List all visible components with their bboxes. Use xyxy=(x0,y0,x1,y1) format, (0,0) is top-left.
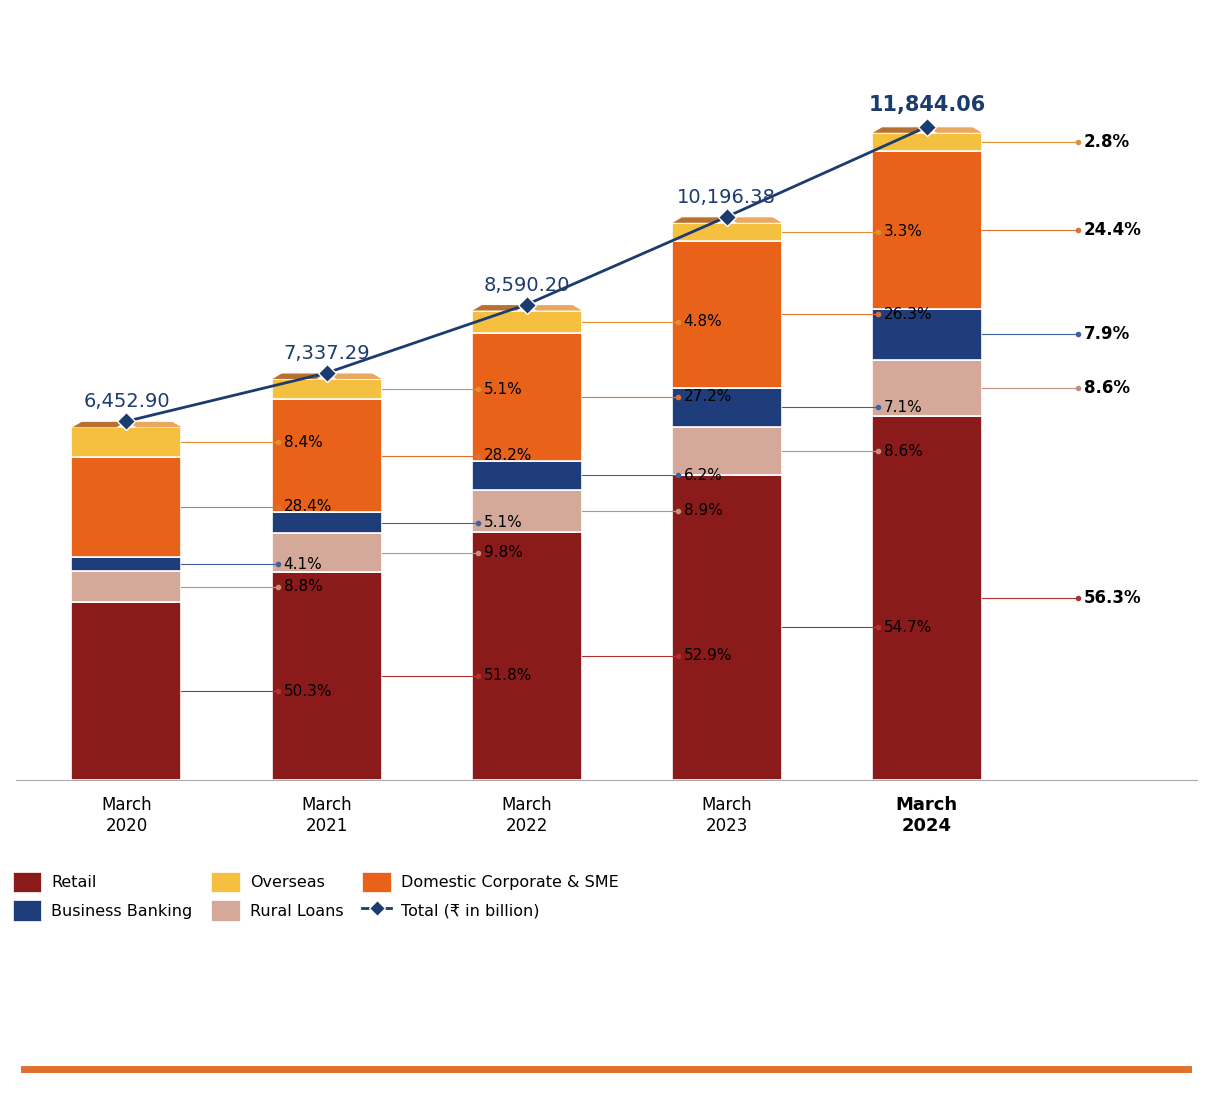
Polygon shape xyxy=(671,216,727,223)
Text: 8.6%: 8.6% xyxy=(884,444,922,459)
Bar xyxy=(271,379,382,399)
Bar xyxy=(72,457,182,557)
Bar xyxy=(671,223,782,242)
Polygon shape xyxy=(727,216,782,223)
Bar xyxy=(471,333,582,460)
Bar xyxy=(471,310,582,333)
Text: 2.8%: 2.8% xyxy=(1084,133,1130,151)
Text: 24.4%: 24.4% xyxy=(1084,221,1142,239)
Text: 7.9%: 7.9% xyxy=(1084,326,1131,343)
Bar xyxy=(72,427,182,457)
Polygon shape xyxy=(271,373,326,379)
Bar xyxy=(72,602,182,779)
Text: 26.3%: 26.3% xyxy=(884,307,932,322)
Text: 4.1%: 4.1% xyxy=(284,556,322,572)
Polygon shape xyxy=(72,421,126,427)
Bar xyxy=(271,572,382,779)
Text: 28.4%: 28.4% xyxy=(284,500,332,515)
Text: 8.8%: 8.8% xyxy=(284,579,322,595)
Text: 8.4%: 8.4% xyxy=(284,435,322,449)
Text: 28.2%: 28.2% xyxy=(484,448,532,463)
Polygon shape xyxy=(527,305,582,310)
Text: 9.8%: 9.8% xyxy=(484,545,522,560)
Legend: Retail, Business Banking, Overseas, Rural Loans, Domestic Corporate & SME, Total: Retail, Business Banking, Overseas, Rura… xyxy=(12,872,618,921)
Bar xyxy=(871,132,982,151)
Text: 5.1%: 5.1% xyxy=(484,381,522,397)
Text: 3.3%: 3.3% xyxy=(884,224,922,239)
Bar xyxy=(871,415,982,779)
Text: 7,337.29: 7,337.29 xyxy=(284,344,370,363)
Bar xyxy=(471,490,582,531)
Text: 50.3%: 50.3% xyxy=(284,683,332,698)
Bar xyxy=(671,475,782,779)
Text: 10,196.38: 10,196.38 xyxy=(678,188,776,207)
Text: 11,844.06: 11,844.06 xyxy=(868,95,985,115)
Bar xyxy=(671,242,782,388)
Text: 4.8%: 4.8% xyxy=(684,315,722,329)
Polygon shape xyxy=(871,127,927,132)
Bar xyxy=(72,557,182,572)
Polygon shape xyxy=(126,421,182,427)
Text: 5.1%: 5.1% xyxy=(484,515,522,530)
Bar xyxy=(271,399,382,513)
Text: 7.1%: 7.1% xyxy=(884,400,922,415)
Text: 8.6%: 8.6% xyxy=(1084,378,1130,397)
Bar xyxy=(471,460,582,490)
Bar xyxy=(871,151,982,308)
Bar xyxy=(271,533,382,572)
Bar xyxy=(72,572,182,602)
Text: 56.3%: 56.3% xyxy=(1084,589,1142,607)
Bar xyxy=(871,360,982,415)
Text: 54.7%: 54.7% xyxy=(884,620,932,635)
Text: 52.9%: 52.9% xyxy=(684,648,732,663)
Text: 6.2%: 6.2% xyxy=(684,468,722,483)
Bar xyxy=(471,531,582,779)
Text: 6,452.90: 6,452.90 xyxy=(84,392,170,411)
Polygon shape xyxy=(927,127,982,132)
Bar xyxy=(271,513,382,533)
Bar xyxy=(671,427,782,475)
Bar xyxy=(671,388,782,427)
Text: 27.2%: 27.2% xyxy=(684,389,732,404)
Text: 51.8%: 51.8% xyxy=(484,669,532,683)
Polygon shape xyxy=(326,373,382,379)
Bar xyxy=(871,308,982,360)
Text: 8.9%: 8.9% xyxy=(684,503,722,518)
Text: 8,590.20: 8,590.20 xyxy=(484,275,570,295)
Polygon shape xyxy=(471,305,527,310)
